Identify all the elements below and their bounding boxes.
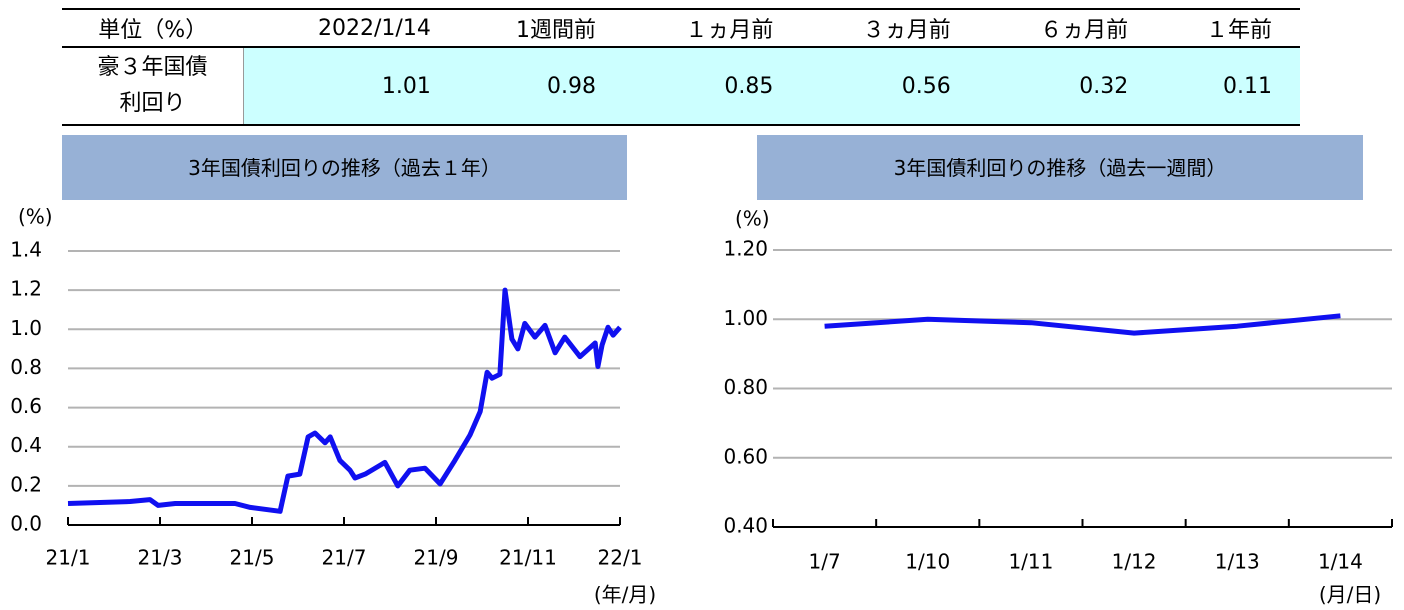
- header-row: 単位（%） 2022/1/14 1週間前 １ヵ月前 ３ヵ月前 ６ヵ月前 １年前: [62, 8, 1300, 48]
- value-cell: 0.11: [1156, 47, 1300, 126]
- line-series: [67, 287, 622, 514]
- y-tick-label: 0.80: [723, 375, 768, 399]
- header-cell: 2022/1/14: [243, 8, 459, 48]
- y-tick-label: 0.40: [723, 514, 768, 538]
- header-cell: １年前: [1156, 8, 1300, 48]
- y-tick-label: 0.8: [10, 355, 42, 379]
- y-tick-label: 0.0: [10, 512, 42, 536]
- y-tick-label: 0.2: [10, 472, 42, 496]
- header-cell: ３ヵ月前: [801, 8, 979, 48]
- x-axis-unit: (月/日): [1319, 583, 1381, 607]
- x-axis-unit: (年/月): [594, 583, 656, 607]
- y-axis-unit: (%): [18, 205, 53, 229]
- x-tick-label: 1/11: [1008, 550, 1053, 574]
- y-tick-label: 1.0: [10, 316, 42, 340]
- value-cell: 1.01: [243, 47, 459, 126]
- header-cell: 単位（%）: [62, 8, 244, 48]
- title-box: [757, 135, 1363, 200]
- y-tick-label: 1.2: [10, 277, 42, 301]
- x-tick-label: 1/12: [1112, 550, 1157, 574]
- x-tick-label: 1/14: [1318, 550, 1363, 574]
- y-tick-label: 1.20: [723, 237, 768, 261]
- data-row: 豪３年国債利回り 1.01 0.98 0.85 0.56 0.32 0.11: [62, 47, 1300, 126]
- chart-title: 3年国債利回りの推移（過去１年）: [188, 156, 501, 180]
- value-cell: 0.98: [458, 47, 624, 126]
- y-tick-label: 0.60: [723, 444, 768, 468]
- header-cell: 1週間前: [458, 8, 624, 48]
- x-tick-label: 21/3: [138, 546, 183, 570]
- y-tick-label: 1.00: [723, 306, 768, 330]
- x-tick-label: 21/11: [499, 546, 557, 570]
- value-cell: 0.32: [978, 47, 1157, 126]
- row-label: 豪３年国債利回り: [97, 55, 208, 116]
- summary-table: 単位（%） 2022/1/14 1週間前 １ヵ月前 ３ヵ月前 ６ヵ月前 １年前 豪３年国債利…: [62, 8, 1300, 126]
- x-tick-label: 21/5: [230, 546, 275, 570]
- x-tick-label: 1/13: [1215, 550, 1260, 574]
- x-tick-label: 1/10: [905, 550, 950, 574]
- value-cell: 0.85: [623, 47, 802, 126]
- x-tick-label: 21/9: [414, 546, 459, 570]
- header-cell: ６ヵ月前: [978, 8, 1157, 48]
- value-cell: 0.56: [801, 47, 979, 126]
- y-tick-label: 1.4: [10, 238, 42, 262]
- row-label-cell: 豪３年国債利回り: [62, 47, 244, 126]
- chart-title: 3年国債利回りの推移（過去一週間）: [894, 156, 1227, 180]
- x-tick-label: 21/7: [322, 546, 367, 570]
- x-tick-label: 1/7: [808, 550, 840, 574]
- line-series: [824, 313, 1341, 336]
- y-tick-label: 0.6: [10, 394, 42, 418]
- x-tick-label: 22/1: [598, 546, 643, 570]
- header-cell: １ヵ月前: [623, 8, 802, 48]
- x-tick-label: 21/1: [46, 546, 91, 570]
- y-tick-label: 0.4: [10, 433, 42, 457]
- y-axis-unit: (%): [735, 207, 770, 231]
- title-box: [62, 135, 627, 200]
